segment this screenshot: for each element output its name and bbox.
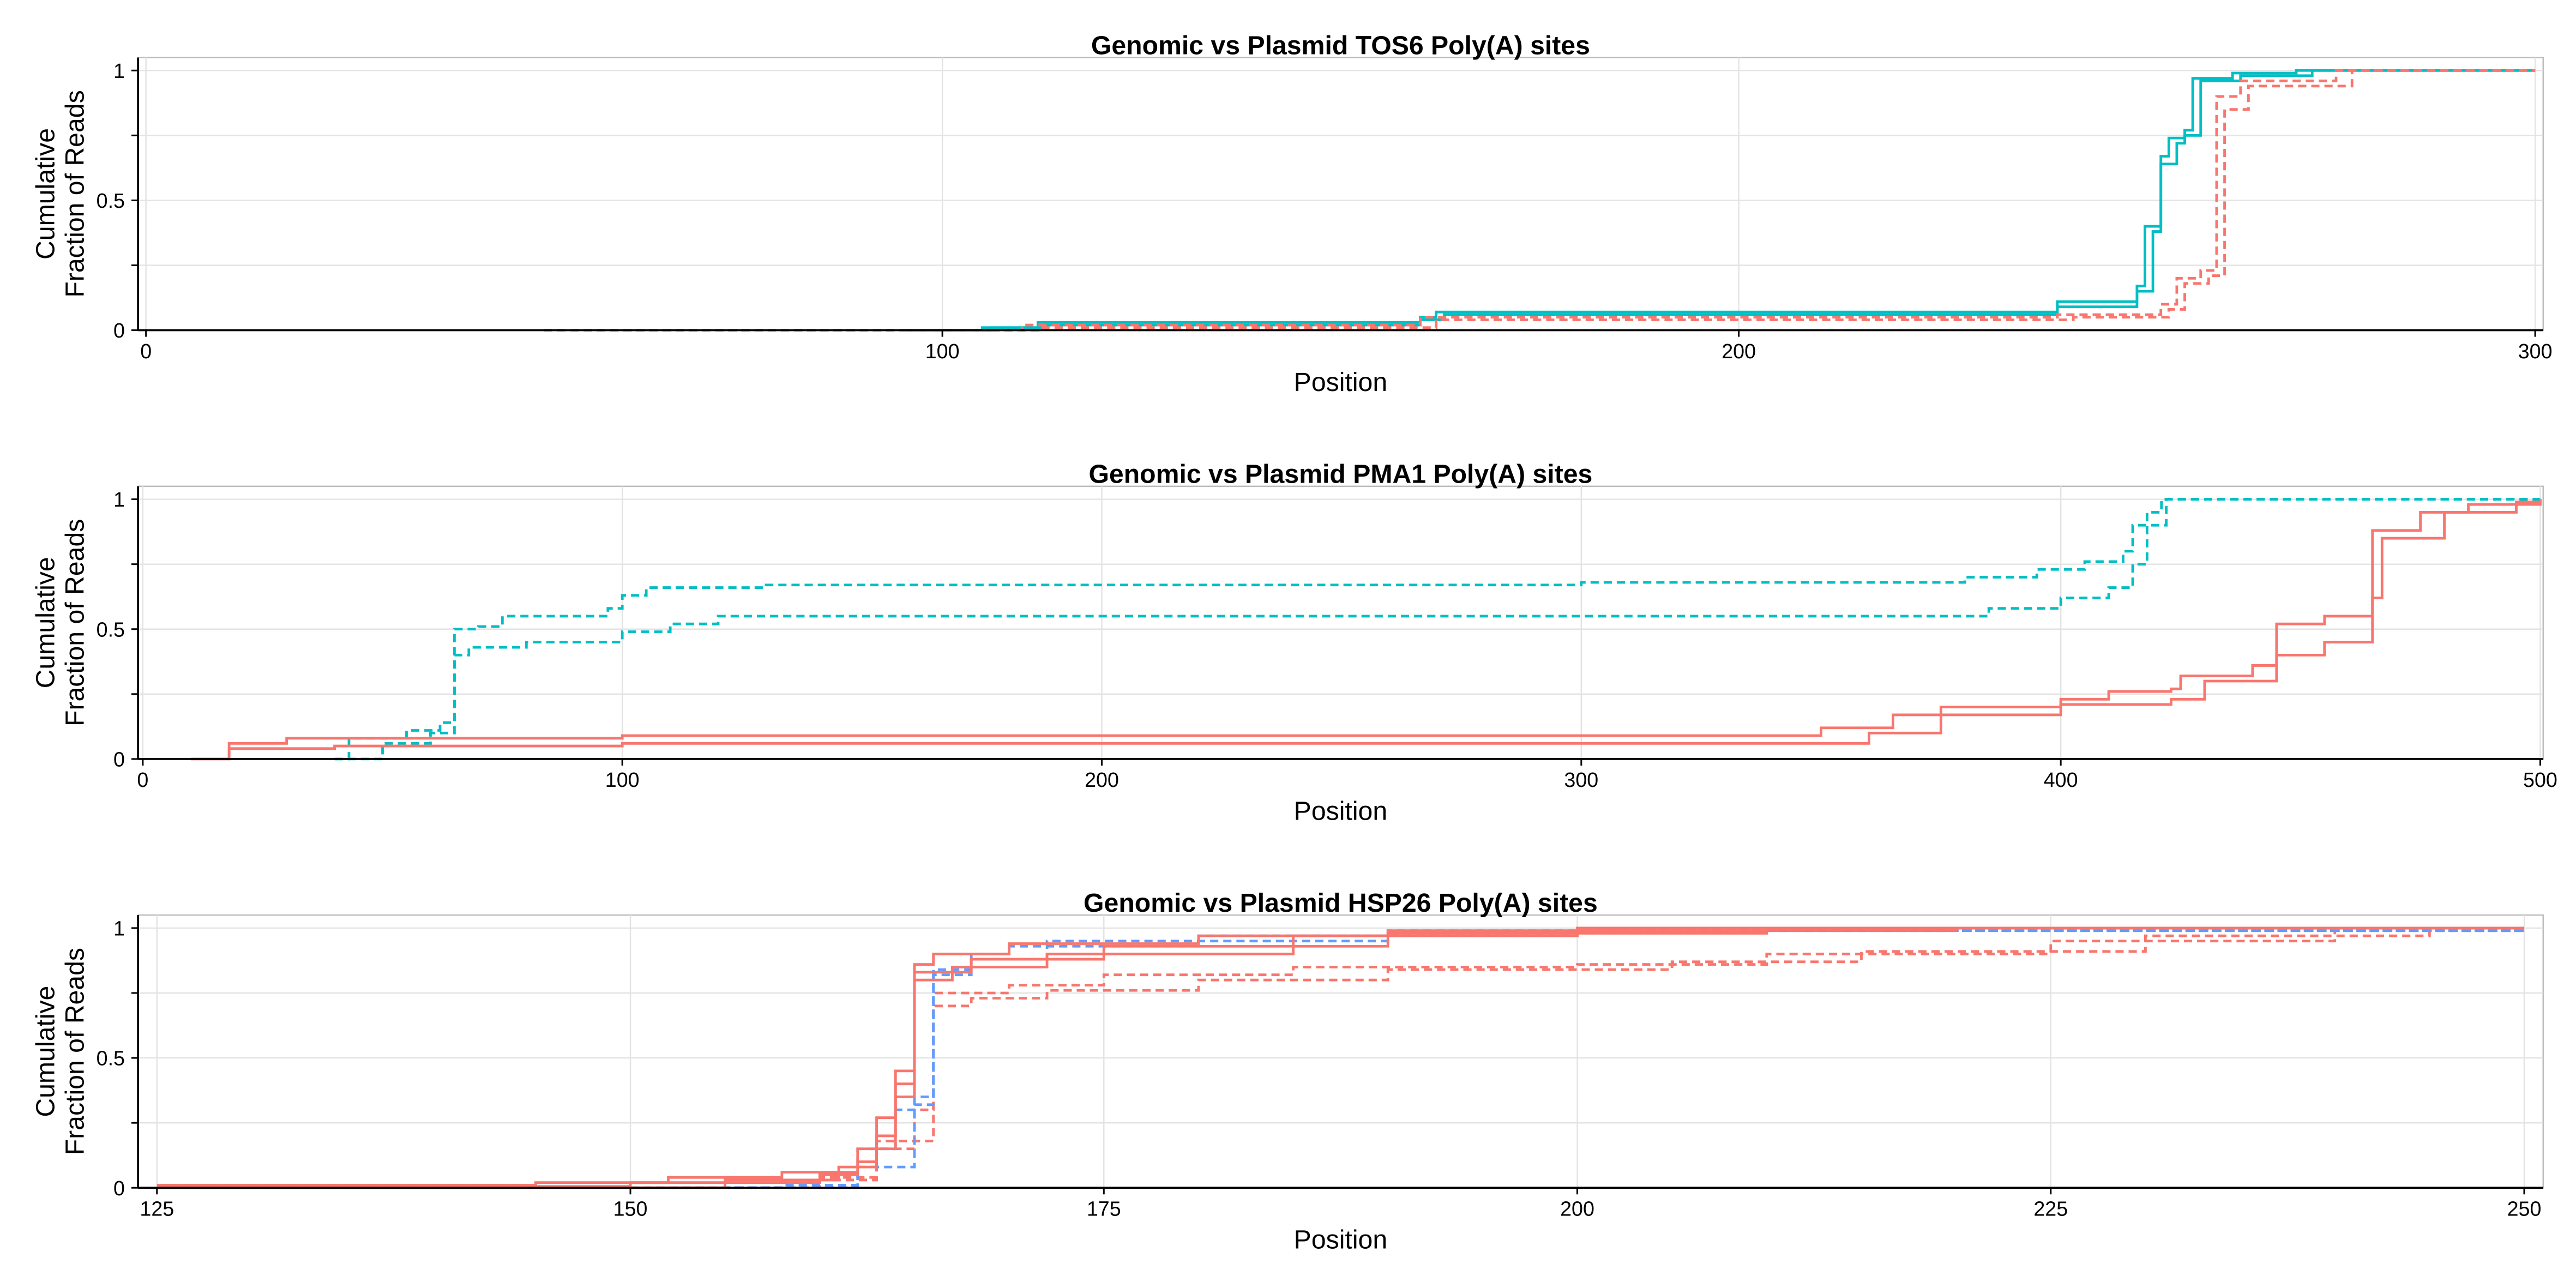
y-axis-title: Cumulative [31,128,60,260]
x-tick-label: 250 [2507,1197,2542,1220]
x-tick-label: 225 [2033,1197,2068,1220]
data-line [902,69,2536,332]
data-line [190,499,2542,761]
chart-panel: 0 100 200 300 0 0.5 1 Genomic vs Plasmid TOS6 P… [31,31,2552,397]
data-line [157,926,2525,1189]
x-tick-label: 125 [140,1197,174,1220]
x-tick-label: 200 [1085,768,1119,791]
x-tick-label: 300 [1564,768,1598,791]
y-tick-label: 1 [113,59,125,82]
data-line [334,498,2541,761]
y-axis-title: Fraction of Reads [61,948,90,1155]
x-tick-label: 500 [2523,768,2557,791]
x-tick-label: 150 [613,1197,648,1220]
x-tick-label: 200 [1560,1197,1594,1220]
y-axis-title: Cumulative [31,557,60,688]
panel-border [137,914,2544,1189]
x-tick-label: 0 [140,340,152,363]
y-axis-title: Fraction of Reads [61,519,90,726]
panel-border [137,57,2544,331]
chart-title: Genomic vs Plasmid PMA1 Poly(A) sites [1088,460,1592,489]
y-tick-label: 0.5 [97,189,125,212]
y-axis-title: Cumulative [31,986,60,1117]
y-axis-title: Fraction of Reads [61,90,90,297]
x-tick-label: 175 [1087,1197,1121,1220]
y-tick-label: 0 [113,748,125,771]
x-tick-label: 100 [925,340,960,363]
data-line [544,69,2536,332]
y-tick-label: 0 [113,1177,125,1200]
y-tick-label: 0.5 [97,1047,125,1070]
chart-panel: 0 100 200 300 400 500 0 0.5 1 Genomic vs Plasmid … [31,460,2557,826]
chart-title: Genomic vs Plasmid TOS6 Poly(A) sites [1091,31,1590,60]
data-line [902,69,2536,332]
y-tick-label: 1 [113,488,125,511]
x-tick-label: 200 [1722,340,1756,363]
x-tick-label: 400 [2044,768,2078,791]
data-line [334,498,2541,761]
panel-border [137,485,2544,760]
chart-title: Genomic vs Plasmid HSP26 Poly(A) sites [1084,888,1598,918]
y-tick-label: 0 [113,319,125,342]
y-tick-label: 0.5 [97,618,125,641]
x-axis-title: Position [1294,1225,1387,1255]
y-tick-label: 1 [113,917,125,940]
data-line [190,499,2542,761]
x-tick-label: 0 [137,768,148,791]
data-line [583,69,2536,332]
x-tick-label: 300 [2518,340,2553,363]
x-axis-title: Position [1294,368,1387,397]
chart-panel: 125 150 175 200 225 250 0 0.5 1 Genomic vs Plasmi… [31,888,2544,1255]
x-axis-title: Position [1294,796,1387,826]
x-tick-label: 100 [605,768,640,791]
